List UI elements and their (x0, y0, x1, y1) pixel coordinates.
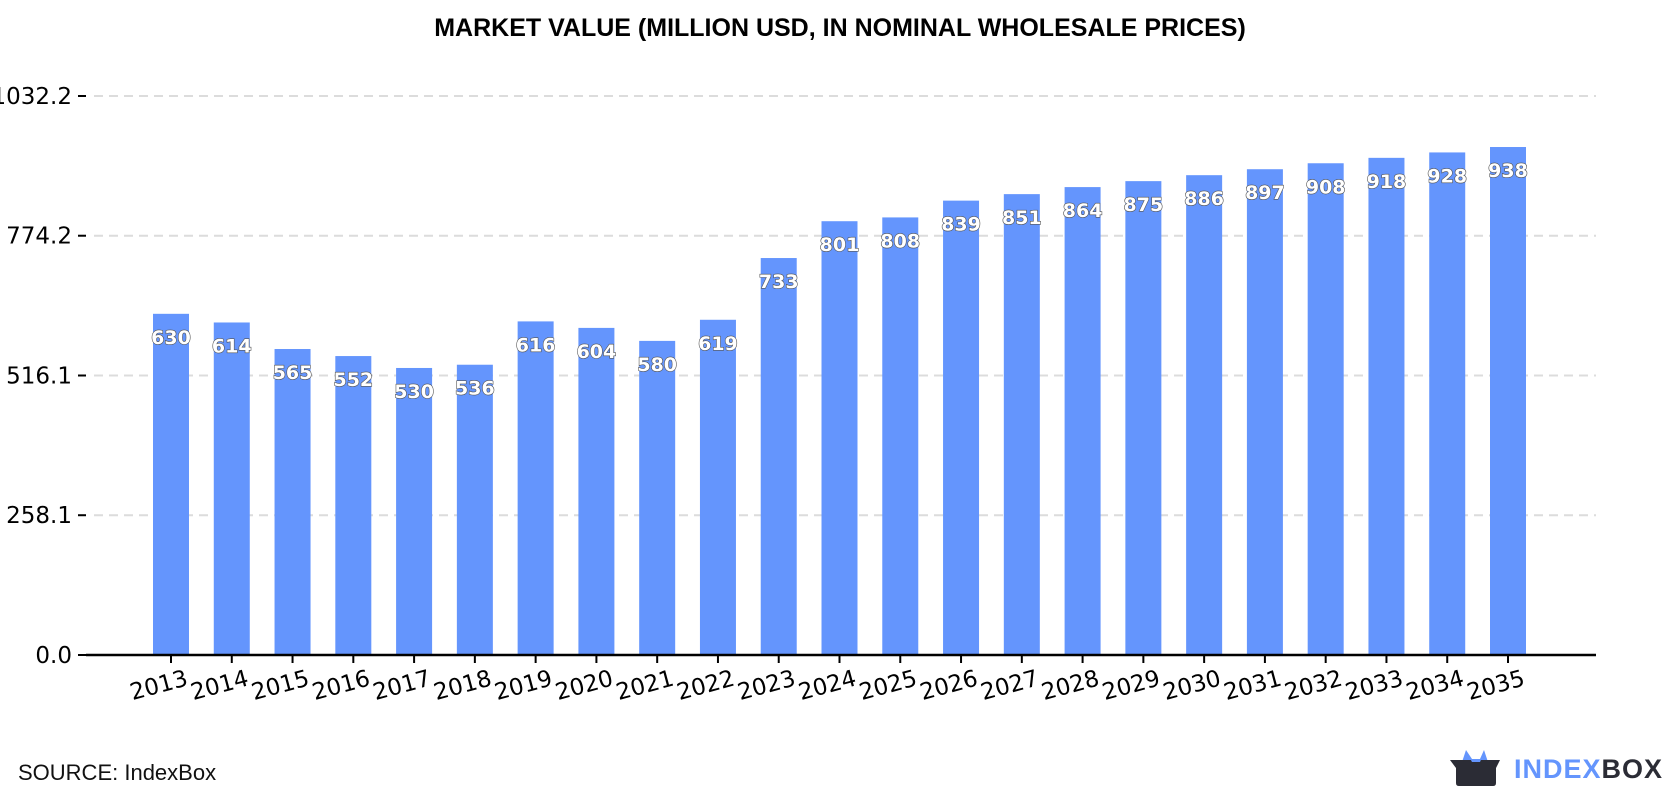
bar (1368, 157, 1405, 655)
x-tick-label: 2014 (188, 666, 251, 706)
data-label: 604 (577, 341, 617, 363)
x-tick-label: 2021 (613, 666, 676, 706)
bar (699, 319, 736, 655)
chart-title: MARKET VALUE (MILLION USD, IN NOMINAL WH… (434, 14, 1246, 42)
x-tick-label: 2022 (674, 666, 737, 706)
x-tick-label: 2032 (1282, 666, 1345, 706)
data-label: 536 (455, 378, 495, 400)
data-label: 897 (1245, 182, 1285, 204)
data-label: 630 (151, 327, 191, 349)
x-tick-label: 2035 (1464, 666, 1527, 706)
x-tick-label: 2013 (127, 666, 190, 706)
bar (639, 340, 676, 655)
x-tick-label: 2018 (431, 666, 494, 706)
box-icon (1450, 750, 1500, 786)
data-label: 616 (516, 334, 556, 356)
bar (578, 327, 615, 655)
data-label: 733 (759, 271, 799, 293)
x-tick-label: 2020 (553, 666, 616, 706)
data-label: 565 (273, 362, 313, 384)
bar-chart: 0.0 258.1 516.1 774.2 1032.2 630 2013 614 2014 56… (0, 84, 1596, 706)
y-tick-label: 258.1 (6, 503, 72, 529)
x-tick-label: 2031 (1221, 666, 1284, 706)
x-tick-label: 2016 (310, 666, 373, 706)
x-tick-label: 2017 (370, 666, 433, 706)
source-note: SOURCE: IndexBox (18, 760, 217, 785)
logo-text-box: BOX (1601, 753, 1664, 784)
data-label: 875 (1124, 194, 1164, 216)
bar (1186, 175, 1223, 655)
data-label: 864 (1063, 200, 1103, 222)
y-tick-label: 0.0 (35, 643, 72, 669)
bar (1246, 169, 1283, 655)
bar (153, 313, 189, 655)
bar (760, 258, 797, 655)
y-tick-label: 516.1 (6, 364, 72, 390)
data-label: 619 (698, 333, 738, 355)
bar (1429, 152, 1466, 655)
data-label: 938 (1488, 160, 1528, 182)
x-tick-label: 2034 (1403, 666, 1466, 706)
bar (821, 221, 858, 656)
bar (274, 349, 311, 655)
x-tick-label: 2023 (735, 666, 798, 706)
bar (943, 200, 980, 655)
data-label: 614 (212, 335, 252, 357)
data-label: 530 (394, 381, 434, 403)
data-label: 918 (1367, 171, 1407, 193)
bar (335, 356, 372, 655)
x-tick-label: 2030 (1160, 666, 1223, 706)
x-tick-label: 2033 (1343, 666, 1406, 706)
data-label: 552 (333, 369, 373, 391)
data-label: 908 (1306, 176, 1346, 198)
bar (456, 364, 493, 655)
bar (213, 322, 250, 655)
bar (1125, 181, 1162, 656)
y-tick-label: 774.2 (6, 224, 72, 250)
indexbox-logo: INDEXBOX (1450, 750, 1663, 788)
data-label: 801 (820, 234, 860, 256)
x-tick-label: 2019 (492, 666, 555, 706)
x-tick-label: 2028 (1039, 666, 1102, 706)
bar (1307, 163, 1344, 655)
x-tick-label: 2024 (796, 666, 859, 706)
x-tick-label: 2026 (917, 666, 980, 706)
data-label: 580 (637, 354, 677, 376)
bar (1490, 147, 1526, 655)
y-tick-label: 1032.2 (0, 84, 72, 110)
x-tick-label: 2025 (857, 666, 920, 706)
bar (517, 321, 554, 655)
x-tick-label: 2015 (249, 666, 312, 706)
bar (1064, 187, 1101, 655)
x-tick-label: 2029 (1100, 666, 1163, 706)
data-label: 808 (880, 230, 920, 252)
bar (1003, 194, 1040, 655)
data-label: 839 (941, 214, 981, 236)
x-tick-label: 2027 (978, 666, 1041, 706)
data-label: 851 (1002, 207, 1042, 229)
bar (882, 217, 919, 655)
logo-text-index: INDEX (1514, 753, 1602, 784)
data-label: 886 (1184, 188, 1224, 210)
data-label: 928 (1427, 165, 1467, 187)
bar (396, 367, 433, 655)
